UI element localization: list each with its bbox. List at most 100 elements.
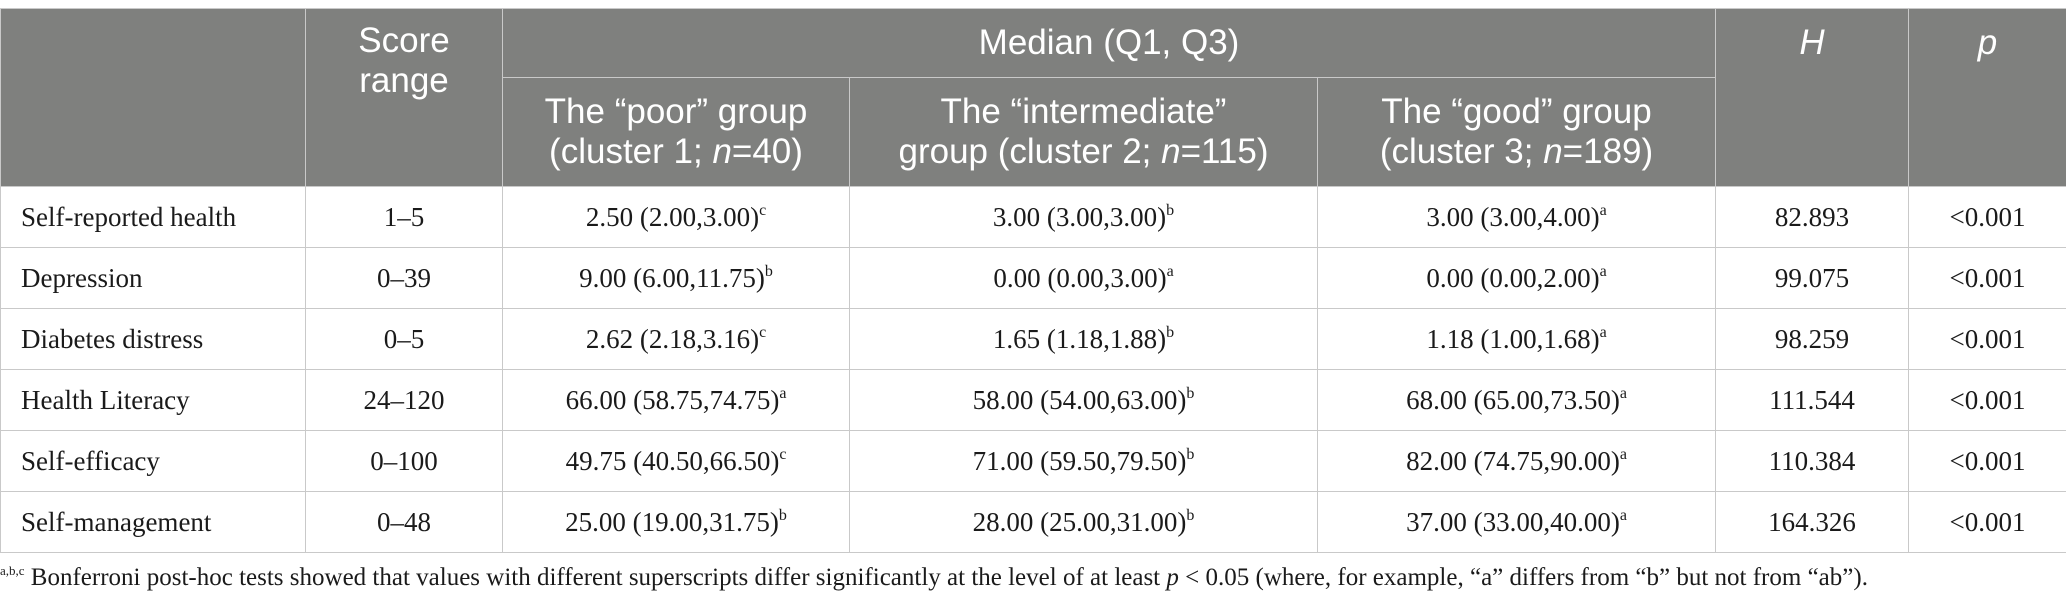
p-cell: <0.001 bbox=[1908, 308, 2066, 370]
group-poor-line1: The “poor” group bbox=[544, 92, 808, 131]
cell-value: 25.00 (19.00,31.75) bbox=[565, 506, 779, 537]
cell-value: 1.65 (1.18,1.88) bbox=[992, 323, 1167, 354]
good-group-cell: 82.00 (74.75,90.00)a bbox=[1317, 430, 1716, 492]
group-intermediate-prefix: group (cluster 2; bbox=[898, 132, 1162, 171]
cell-value: 2.50 (2.00,3.00) bbox=[585, 201, 760, 232]
row-label: Self-efficacy bbox=[0, 430, 306, 492]
good-group-cell: 37.00 (33.00,40.00)a bbox=[1317, 491, 1716, 553]
good-group-cell: 68.00 (65.00,73.50)a bbox=[1317, 369, 1716, 431]
group-good-n-value: =189) bbox=[1562, 132, 1654, 171]
poor-group-cell: 25.00 (19.00,31.75)b bbox=[502, 491, 850, 553]
cell-value: 37.00 (33.00,40.00) bbox=[1406, 506, 1620, 537]
good-group-cell: 0.00 (0.00,2.00)a bbox=[1317, 247, 1716, 309]
score-range-cell: 1–5 bbox=[305, 186, 503, 248]
group-poor-prefix: (cluster 1; bbox=[549, 132, 713, 171]
cell-superscript: b bbox=[1186, 384, 1195, 402]
cell-superscript: b bbox=[1166, 201, 1175, 219]
header-group-poor: The “poor” group (cluster 1; n=40) bbox=[502, 77, 850, 187]
p-cell: <0.001 bbox=[1908, 369, 2066, 431]
header-row-top: Score range Median (Q1, Q3) H p bbox=[0, 8, 2066, 187]
footnote-text-end: < 0.05 (where, for example, “a” differs … bbox=[1178, 564, 1868, 591]
h-cell: 98.259 bbox=[1715, 308, 1909, 370]
header-h: H bbox=[1715, 8, 1909, 187]
poor-group-cell: 66.00 (58.75,74.75)a bbox=[502, 369, 850, 431]
group-intermediate-line2: group (cluster 2; n=115) bbox=[856, 132, 1311, 172]
table-row: Self-management 0–48 25.00 (19.00,31.75)… bbox=[0, 491, 2066, 553]
cell-value: 2.62 (2.18,3.16) bbox=[585, 323, 760, 354]
h-cell: 99.075 bbox=[1715, 247, 1909, 309]
group-poor-n-value: =40) bbox=[731, 132, 803, 171]
cell-superscript: a bbox=[1166, 262, 1174, 280]
intermediate-group-cell: 3.00 (3.00,3.00)b bbox=[849, 186, 1318, 248]
row-label: Diabetes distress bbox=[0, 308, 306, 370]
header-median-group: Median (Q1, Q3) bbox=[502, 8, 1716, 78]
footnote-marks: a,b,c bbox=[0, 563, 25, 578]
header-score-range: Score range bbox=[305, 8, 503, 187]
group-good-n: n bbox=[1543, 132, 1563, 171]
header-group-good: The “good” group (cluster 3; n=189) bbox=[1317, 77, 1716, 187]
table-row: Self-efficacy 0–100 49.75 (40.50,66.50)c… bbox=[0, 430, 2066, 492]
header-empty-cell bbox=[0, 8, 306, 187]
footnote-text: Bonferroni post-hoc tests showed that va… bbox=[24, 564, 1167, 591]
score-range-cell: 0–48 bbox=[305, 491, 503, 553]
cell-value: 28.00 (25.00,31.00) bbox=[972, 506, 1187, 537]
cell-superscript: a bbox=[1599, 262, 1607, 280]
group-intermediate-n-value: =115) bbox=[1180, 132, 1269, 171]
group-good-line1: The “good” group bbox=[1381, 92, 1652, 131]
table-row: Depression 0–39 9.00 (6.00,11.75)b 0.00 … bbox=[0, 247, 2066, 309]
cell-superscript: a bbox=[1619, 445, 1627, 463]
cell-value: 49.75 (40.50,66.50) bbox=[565, 445, 780, 476]
p-cell: <0.001 bbox=[1908, 186, 2066, 248]
intermediate-group-cell: 58.00 (54.00,63.00)b bbox=[849, 369, 1318, 431]
cell-superscript: c bbox=[779, 445, 787, 463]
cell-superscript: c bbox=[759, 201, 767, 219]
group-intermediate-line1: The “intermediate” bbox=[940, 92, 1227, 131]
cell-value: 3.00 (3.00,3.00) bbox=[992, 201, 1167, 232]
score-range-cell: 0–100 bbox=[305, 430, 503, 492]
cell-superscript: b bbox=[764, 262, 773, 280]
poor-group-cell: 9.00 (6.00,11.75)b bbox=[502, 247, 850, 309]
group-poor-n: n bbox=[712, 132, 732, 171]
cell-superscript: a bbox=[1619, 384, 1627, 402]
footnote-p-symbol: p bbox=[1166, 564, 1179, 591]
p-cell: <0.001 bbox=[1908, 430, 2066, 492]
cell-value: 9.00 (6.00,11.75) bbox=[579, 262, 765, 293]
good-group-cell: 3.00 (3.00,4.00)a bbox=[1317, 186, 1716, 248]
cell-superscript: a bbox=[1619, 506, 1627, 524]
poor-group-cell: 2.50 (2.00,3.00)c bbox=[502, 186, 850, 248]
cell-superscript: b bbox=[1166, 323, 1175, 341]
cell-superscript: a bbox=[1599, 201, 1607, 219]
header-row-sub: The “poor” group (cluster 1; n=40) The “… bbox=[1, 77, 2066, 187]
h-cell: 164.326 bbox=[1715, 491, 1909, 553]
header-score-range-label: Score range bbox=[358, 21, 450, 100]
poor-group-cell: 49.75 (40.50,66.50)c bbox=[502, 430, 850, 492]
cell-value: 58.00 (54.00,63.00) bbox=[972, 384, 1187, 415]
poor-group-cell: 2.62 (2.18,3.16)c bbox=[502, 308, 850, 370]
cell-superscript: b bbox=[778, 506, 787, 524]
cell-superscript: b bbox=[1186, 506, 1195, 524]
good-group-cell: 1.18 (1.00,1.68)a bbox=[1317, 308, 1716, 370]
results-table: Score range Median (Q1, Q3) H p The “poo… bbox=[0, 8, 2066, 553]
cell-value: 0.00 (0.00,2.00) bbox=[1426, 262, 1600, 293]
score-range-cell: 0–5 bbox=[305, 308, 503, 370]
row-label: Self-management bbox=[0, 491, 306, 553]
cell-superscript: a bbox=[1599, 323, 1607, 341]
cell-value: 82.00 (74.75,90.00) bbox=[1406, 445, 1620, 476]
group-intermediate-n: n bbox=[1161, 132, 1181, 171]
cell-superscript: a bbox=[779, 384, 787, 402]
group-poor-line2: (cluster 1; n=40) bbox=[509, 132, 843, 172]
score-range-cell: 0–39 bbox=[305, 247, 503, 309]
h-cell: 111.544 bbox=[1715, 369, 1909, 431]
cell-value: 66.00 (58.75,74.75) bbox=[565, 384, 780, 415]
header-h-label: H bbox=[1799, 23, 1825, 62]
table-footnote: a,b,c Bonferroni post-hoc tests showed t… bbox=[0, 564, 1868, 592]
row-label: Self-reported health bbox=[0, 186, 306, 248]
score-range-cell: 24–120 bbox=[305, 369, 503, 431]
header-p: p bbox=[1908, 8, 2066, 187]
h-cell: 82.893 bbox=[1715, 186, 1909, 248]
cell-value: 68.00 (65.00,73.50) bbox=[1406, 384, 1620, 415]
p-cell: <0.001 bbox=[1908, 491, 2066, 553]
intermediate-group-cell: 71.00 (59.50,79.50)b bbox=[849, 430, 1318, 492]
row-label: Depression bbox=[0, 247, 306, 309]
intermediate-group-cell: 0.00 (0.00,3.00)a bbox=[849, 247, 1318, 309]
